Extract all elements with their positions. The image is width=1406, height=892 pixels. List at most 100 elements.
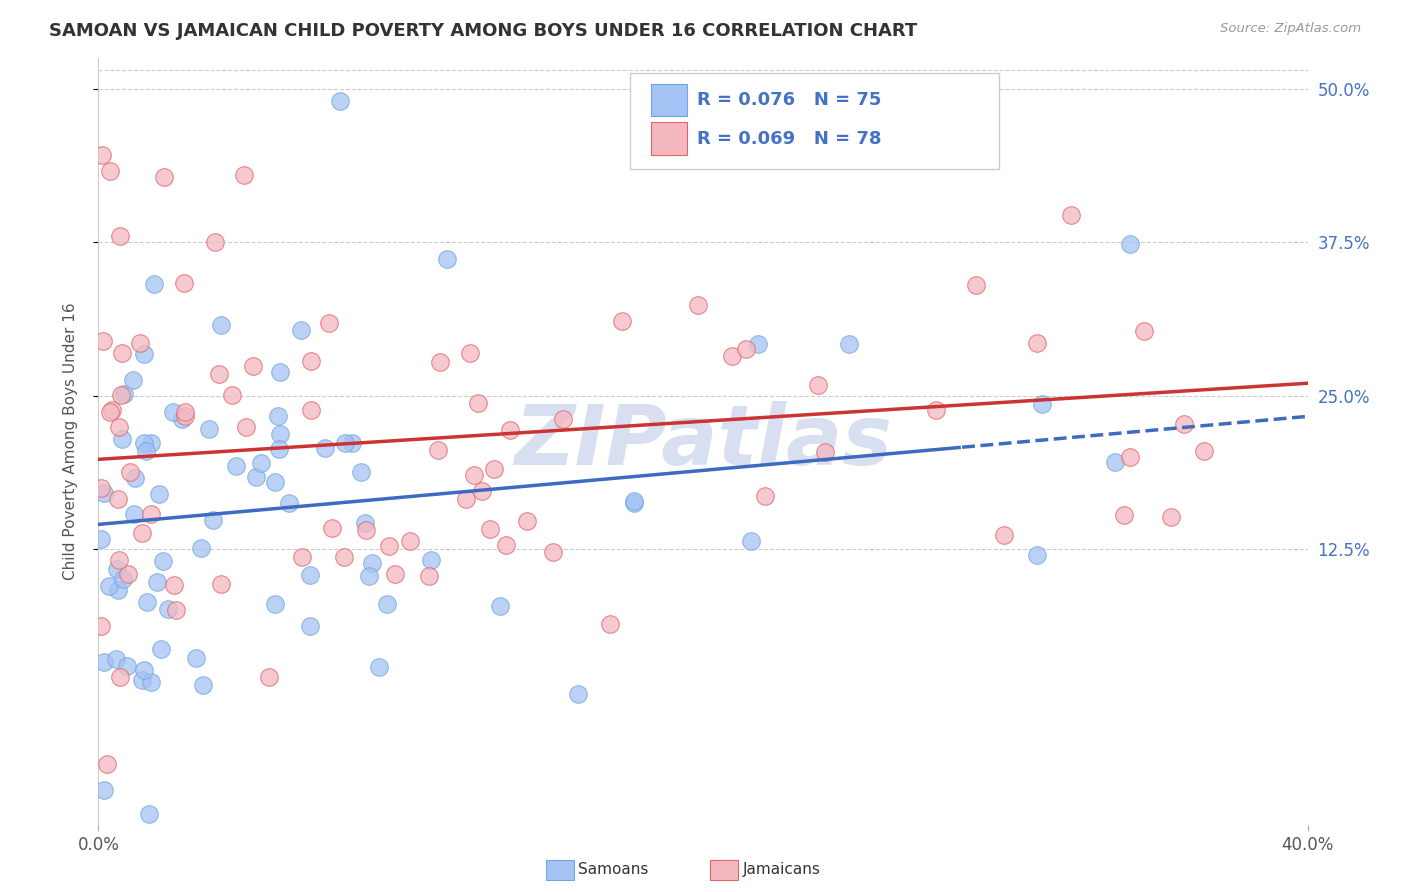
Point: [436, 252, 458, 266]
Point: [112, 387, 135, 401]
Point: [153, 169, 176, 184]
Point: [463, 467, 485, 482]
Point: [90, 532, 112, 546]
Point: [138, 806, 160, 821]
Point: [454, 491, 477, 506]
Point: [208, 367, 231, 381]
Point: [418, 569, 440, 583]
Point: [368, 660, 391, 674]
Point: [173, 840, 195, 855]
Point: [143, 277, 166, 292]
Text: R = 0.076   N = 75: R = 0.076 N = 75: [697, 91, 882, 109]
Point: [156, 602, 179, 616]
Point: [488, 599, 510, 614]
Point: [98, 579, 121, 593]
Point: [173, 276, 195, 290]
Point: [96, 756, 118, 771]
Point: [204, 235, 226, 249]
Point: [263, 597, 285, 611]
Point: [141, 507, 163, 521]
Point: [361, 557, 384, 571]
Point: [291, 549, 314, 564]
Point: [250, 456, 273, 470]
Point: [193, 678, 215, 692]
Text: Source: ZipAtlas.com: Source: ZipAtlas.com: [1220, 22, 1361, 36]
Point: [354, 523, 377, 537]
Point: [174, 405, 197, 419]
Point: [131, 526, 153, 541]
Point: [623, 494, 645, 508]
Point: [298, 619, 321, 633]
Point: [1132, 324, 1154, 338]
Point: [209, 576, 232, 591]
Point: [132, 436, 155, 450]
Point: [98, 164, 121, 178]
Point: [90, 148, 112, 162]
Point: [553, 412, 575, 426]
Point: [735, 342, 758, 356]
Point: [1160, 509, 1182, 524]
Point: [321, 520, 343, 534]
Point: [198, 422, 221, 436]
Point: [747, 336, 769, 351]
Point: [740, 534, 762, 549]
Point: [1112, 508, 1135, 523]
Point: [110, 388, 132, 402]
Point: [135, 443, 157, 458]
Point: [378, 539, 401, 553]
Point: [541, 545, 564, 559]
Point: [201, 512, 224, 526]
Point: [567, 687, 589, 701]
Point: [458, 346, 481, 360]
Point: [429, 355, 451, 369]
Point: [1119, 237, 1142, 252]
Point: [162, 404, 184, 418]
Point: [965, 278, 987, 293]
Point: [333, 435, 356, 450]
Point: [290, 323, 312, 337]
Point: [122, 507, 145, 521]
Point: [264, 475, 287, 489]
Point: [499, 423, 522, 437]
Point: [720, 349, 742, 363]
Point: [111, 346, 134, 360]
Point: [267, 409, 290, 423]
Point: [242, 359, 264, 374]
Point: [108, 670, 131, 684]
Point: [136, 595, 159, 609]
Point: [90, 481, 112, 495]
Point: [1173, 417, 1195, 431]
Point: [152, 554, 174, 568]
Text: Samoans: Samoans: [578, 863, 648, 877]
Point: [124, 471, 146, 485]
Point: [1025, 549, 1047, 563]
Point: [1119, 450, 1142, 464]
Point: [93, 656, 115, 670]
Point: [1031, 397, 1053, 411]
Point: [111, 432, 134, 446]
Point: [98, 405, 121, 419]
Point: [107, 582, 129, 597]
Point: [90, 619, 112, 633]
FancyBboxPatch shape: [651, 122, 688, 154]
Point: [93, 783, 115, 797]
Point: [357, 568, 380, 582]
Point: [814, 445, 837, 459]
Point: [332, 549, 354, 564]
Point: [427, 443, 450, 458]
Point: [245, 469, 267, 483]
Point: [599, 617, 621, 632]
Point: [1104, 455, 1126, 469]
Point: [148, 487, 170, 501]
Point: [211, 318, 233, 333]
Text: SAMOAN VS JAMAICAN CHILD POVERTY AMONG BOYS UNDER 16 CORRELATION CHART: SAMOAN VS JAMAICAN CHILD POVERTY AMONG B…: [49, 22, 918, 40]
Point: [1026, 336, 1049, 351]
Point: [754, 489, 776, 503]
Point: [993, 528, 1015, 542]
Point: [221, 388, 243, 402]
Point: [93, 485, 115, 500]
Point: [108, 228, 131, 243]
Point: [278, 496, 301, 510]
Point: [139, 675, 162, 690]
Point: [91, 334, 114, 348]
